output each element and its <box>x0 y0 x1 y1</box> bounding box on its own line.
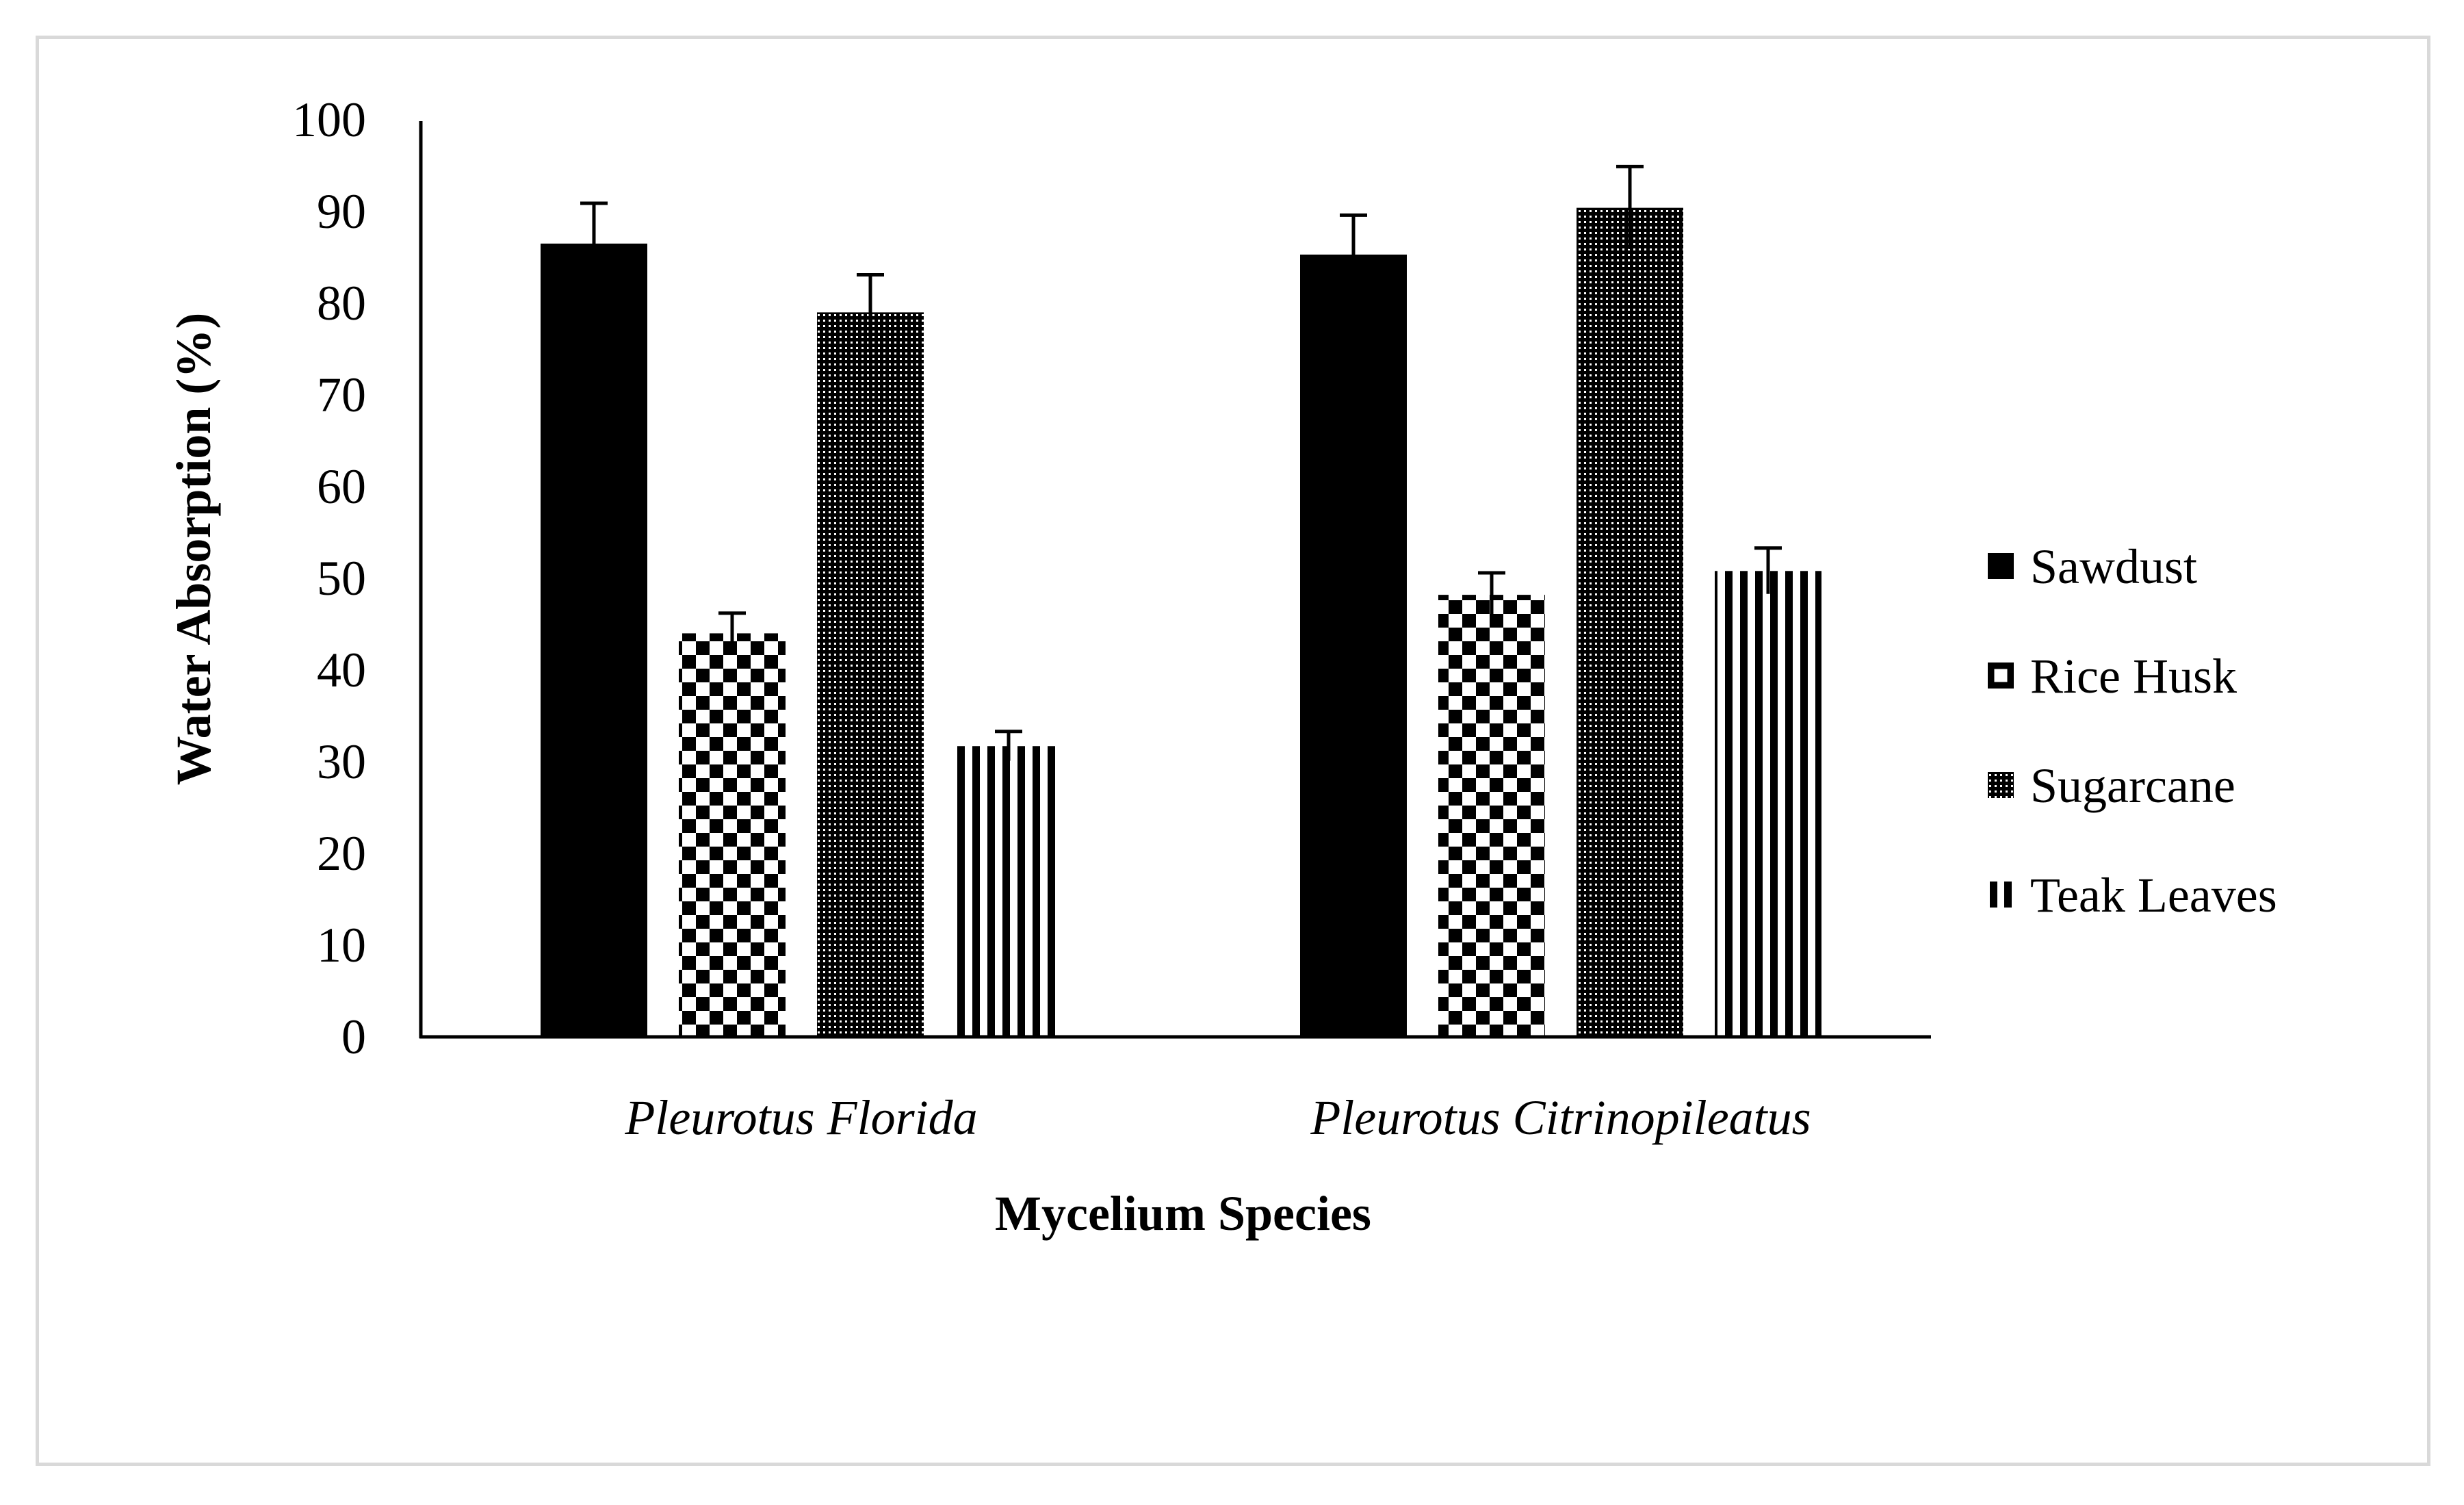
legend-swatch-part <box>1990 882 1997 908</box>
legend-label: Sugarcane <box>2030 758 2235 813</box>
bar-teak-leaves <box>955 746 1062 1037</box>
legend-label: Sawdust <box>2030 539 2197 594</box>
x-axis-title: Mycelium Species <box>995 1186 1371 1241</box>
legend-swatch-part <box>2004 882 2012 908</box>
y-tick-label: 10 <box>317 918 366 973</box>
bar-rice-husk <box>1438 595 1545 1037</box>
bar-teak-leaves <box>1715 571 1821 1037</box>
bars-layer <box>541 207 1821 1038</box>
legend-swatch-part <box>1994 669 2008 682</box>
x-tick-label: Pleurotus Citrinopileatus <box>1310 1090 1811 1145</box>
y-axis-title: Water Absorption (%) <box>166 313 221 786</box>
error-bars-layer <box>580 164 1782 761</box>
bar-sawdust <box>1300 254 1407 1038</box>
y-tick-label: 70 <box>317 368 366 422</box>
legend-label: Teak Leaves <box>2030 868 2277 923</box>
y-tick-label: 100 <box>292 92 366 147</box>
legend-swatch-teak-leaves <box>1990 882 2012 908</box>
x-tick-labels: Pleurotus Florida Pleurotus Citrinopileat… <box>624 1090 1811 1145</box>
y-tick-labels: 0 10 20 30 40 50 60 70 80 90 100 <box>292 92 366 1064</box>
legend-swatch-sawdust <box>1988 553 2014 579</box>
y-tick-label: 50 <box>317 551 366 606</box>
chart-svg: 0 10 20 30 40 50 60 70 80 90 100 Pleurotus Florida… <box>166 92 2277 1241</box>
chart-frame: 0 10 20 30 40 50 60 70 80 90 100 Pleurotus Florida… <box>36 36 2430 1466</box>
bar-sugarcane <box>1577 207 1683 1037</box>
legend-label: Rice Husk <box>2030 649 2237 704</box>
legend: Sawdust Rice Husk Sugarcane Teak Leaves <box>1988 539 2277 923</box>
y-tick-label: 90 <box>317 184 366 239</box>
bar-sugarcane <box>817 312 924 1037</box>
y-tick-label: 40 <box>317 643 366 697</box>
y-tick-label: 30 <box>317 734 366 789</box>
x-tick-label: Pleurotus Florida <box>624 1090 977 1145</box>
y-tick-label: 60 <box>317 459 366 514</box>
y-tick-label: 20 <box>317 826 366 881</box>
bar-rice-husk <box>679 633 786 1037</box>
legend-swatch-rice-husk <box>1988 663 2014 689</box>
y-tick-label: 0 <box>341 1009 366 1064</box>
y-tick-label: 80 <box>317 276 366 331</box>
legend-swatch-sugarcane <box>1988 772 2014 798</box>
bar-sawdust <box>541 243 647 1037</box>
